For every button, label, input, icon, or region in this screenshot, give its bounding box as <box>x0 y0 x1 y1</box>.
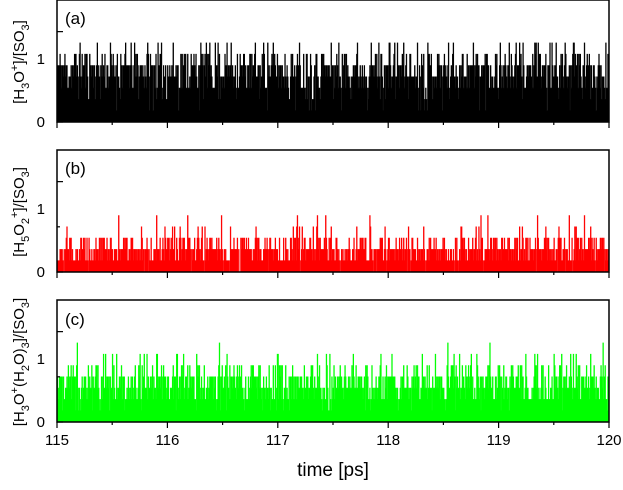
series-b-area <box>56 215 610 273</box>
series-a-bars <box>56 42 610 123</box>
x-tick-label-119: 119 <box>487 432 511 449</box>
panel-b: (b) 1 0 [H5O2+]/[SO3] <box>9 149 610 281</box>
panel-a-y-tick-label-1: 1 <box>37 51 45 68</box>
panel-a-y-tick-label-0: 0 <box>37 114 45 131</box>
x-tick-label-115: 115 <box>45 432 69 449</box>
x-axis-label: time [ps] <box>297 460 369 481</box>
panel-b-y-tick-label-1: 1 <box>37 201 45 218</box>
panel-c-label: (c) <box>65 310 85 329</box>
panel-b-x-ticks <box>56 272 610 278</box>
panel-a-y-axis-label: [H3O+]/[SO3] <box>9 20 32 104</box>
series-c-bars <box>56 342 610 423</box>
x-tick-label-116: 116 <box>155 432 179 449</box>
x-tick-label-120: 120 <box>596 432 621 449</box>
panel-b-y-tick-label-0: 0 <box>37 264 45 281</box>
panel-b-y-ticks <box>57 181 63 273</box>
panel-c-y-ticks <box>57 331 63 423</box>
panel-c: (c) 1 0 [H3O+(H2O)3]/[SO3] <box>9 298 610 431</box>
series-c-area <box>56 342 610 423</box>
series-b-bars <box>56 215 610 273</box>
panel-b-y-axis-label: [H5O2+]/[SO3] <box>9 167 32 257</box>
panel-c-y-tick-label-0: 0 <box>37 414 45 431</box>
x-tick-label-118: 118 <box>376 432 400 449</box>
series-a-area <box>56 42 610 123</box>
panel-a-label: (a) <box>65 9 86 28</box>
panel-a: (a) 1 0 [H3O+]/[SO3] <box>9 0 610 131</box>
panel-b-label: (b) <box>65 159 86 178</box>
panel-c-x-ticks <box>56 422 610 428</box>
x-tick-label-117: 117 <box>266 432 290 449</box>
panel-a-x-ticks <box>56 122 610 128</box>
x-axis-tick-labels: 115 116 117 118 119 120 <box>45 432 621 449</box>
panel-c-y-tick-label-1: 1 <box>37 351 45 368</box>
panel-c-y-axis-label: [H3O+(H2O)3]/[SO3] <box>9 298 32 426</box>
panel-a-y-ticks <box>57 31 63 123</box>
